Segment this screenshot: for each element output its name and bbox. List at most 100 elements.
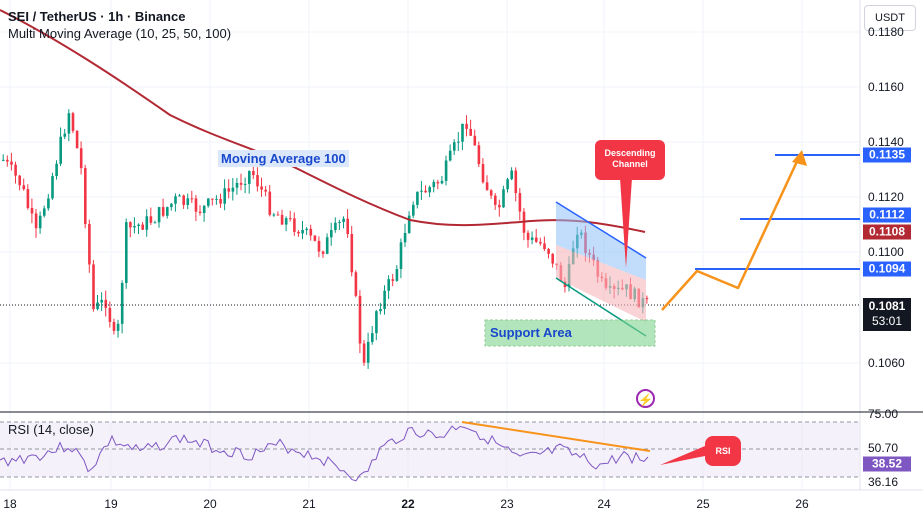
- candle-body: [260, 186, 263, 190]
- price-tick: 0.1180: [868, 25, 904, 39]
- price-tick: 0.1160: [868, 80, 904, 94]
- candle-body: [22, 185, 26, 190]
- candle-body: [371, 333, 374, 342]
- grid: [0, 0, 860, 490]
- candle-body: [383, 290, 386, 309]
- candle-body: [268, 191, 272, 215]
- candle-body: [235, 182, 239, 188]
- candle-body: [284, 218, 288, 225]
- projection-arrowhead: [792, 150, 807, 166]
- candle-body: [34, 213, 38, 229]
- candle-body: [170, 203, 173, 208]
- candle-body: [198, 211, 202, 213]
- channel-lower-fill: [556, 245, 646, 322]
- candle-body: [354, 272, 358, 296]
- candle-body: [444, 160, 448, 181]
- candle-body: [457, 141, 460, 143]
- candle-body: [543, 243, 546, 250]
- candle-body: [539, 241, 542, 244]
- candle-body: [79, 148, 83, 169]
- symbol-title[interactable]: SEI / TetherUS · 1h · Binance: [8, 9, 186, 24]
- candle-body: [510, 170, 513, 180]
- candle-body: [231, 187, 235, 192]
- candle-body: [502, 189, 505, 208]
- candle-body: [436, 181, 440, 184]
- price-tick: 0.1120: [868, 190, 904, 204]
- candle-body: [133, 226, 136, 228]
- support-area-label[interactable]: Support Area: [490, 325, 572, 340]
- candle-body: [223, 188, 226, 204]
- candle-body: [350, 233, 354, 273]
- candle-body: [469, 128, 472, 136]
- rsi-tick: 75.00: [868, 407, 899, 421]
- candle-body: [276, 214, 280, 216]
- candle-body: [145, 216, 149, 230]
- current-price: 0.1081: [868, 299, 906, 313]
- candle-body: [489, 190, 493, 196]
- channel-upper-fill: [556, 202, 646, 280]
- candle-body: [186, 198, 190, 205]
- rsi-title[interactable]: RSI (14, close): [8, 422, 94, 437]
- candle-body: [362, 343, 366, 363]
- candle-body: [293, 218, 296, 232]
- candle-body: [161, 207, 165, 216]
- candle-body: [403, 232, 407, 243]
- candle-body: [453, 142, 456, 151]
- candle-body: [219, 198, 222, 204]
- candle-body: [477, 145, 481, 165]
- candle-body: [239, 182, 243, 185]
- candle-body: [297, 231, 300, 234]
- candle-body: [448, 150, 452, 161]
- candle-body: [207, 198, 210, 206]
- candle-body: [166, 207, 169, 216]
- candle-body: [530, 237, 534, 240]
- candle-body: [424, 190, 427, 193]
- rsi-callout[interactable]: RSI: [705, 436, 741, 466]
- candle-body: [248, 171, 251, 184]
- candle-body: [334, 222, 337, 231]
- candle-body: [149, 216, 153, 223]
- current-price-tag: 0.1081 53:01: [863, 298, 911, 331]
- time-label: 26: [795, 497, 809, 511]
- candle-body: [317, 240, 321, 252]
- candle-body: [272, 214, 276, 216]
- candle-body: [243, 183, 247, 185]
- candle-body: [387, 279, 390, 291]
- candle-body: [71, 113, 75, 131]
- candle-body: [330, 230, 333, 238]
- lightning-icon[interactable]: ⚡: [636, 389, 655, 408]
- candle-body: [440, 180, 444, 184]
- candle-body: [399, 242, 403, 269]
- candle-body: [481, 164, 485, 183]
- candle-body: [129, 222, 132, 228]
- candle-body: [51, 176, 54, 199]
- candle-body: [420, 190, 423, 192]
- candle-body: [96, 302, 99, 310]
- candle-body: [391, 279, 395, 281]
- candle-body: [215, 198, 218, 200]
- candle-body: [120, 282, 124, 324]
- candle-body: [301, 229, 304, 234]
- candle-body: [375, 311, 378, 334]
- time-label: 25: [696, 497, 710, 511]
- candle-body: [182, 195, 185, 205]
- candle-body: [498, 204, 501, 208]
- price-tick: 0.1140: [868, 135, 904, 149]
- candle-body: [305, 228, 308, 230]
- candle-body: [18, 175, 21, 186]
- moving-average-label[interactable]: Moving Average 100: [218, 150, 349, 167]
- indicator-title[interactable]: Multi Moving Average (10, 25, 50, 100): [8, 26, 232, 41]
- candle-body: [280, 214, 284, 225]
- candle-body: [67, 113, 71, 134]
- candle-body: [325, 237, 329, 254]
- desc-callout-pointer: [620, 178, 632, 268]
- candle-body: [26, 189, 30, 208]
- candle-body: [202, 205, 206, 213]
- descending-channel-callout[interactable]: Descending Channel: [595, 140, 665, 180]
- candle-body: [227, 188, 231, 192]
- ma-value-badge: 0.1108: [863, 224, 911, 240]
- currency-button[interactable]: USDT: [864, 5, 916, 31]
- candle-body: [485, 182, 489, 191]
- candle-body: [358, 295, 362, 344]
